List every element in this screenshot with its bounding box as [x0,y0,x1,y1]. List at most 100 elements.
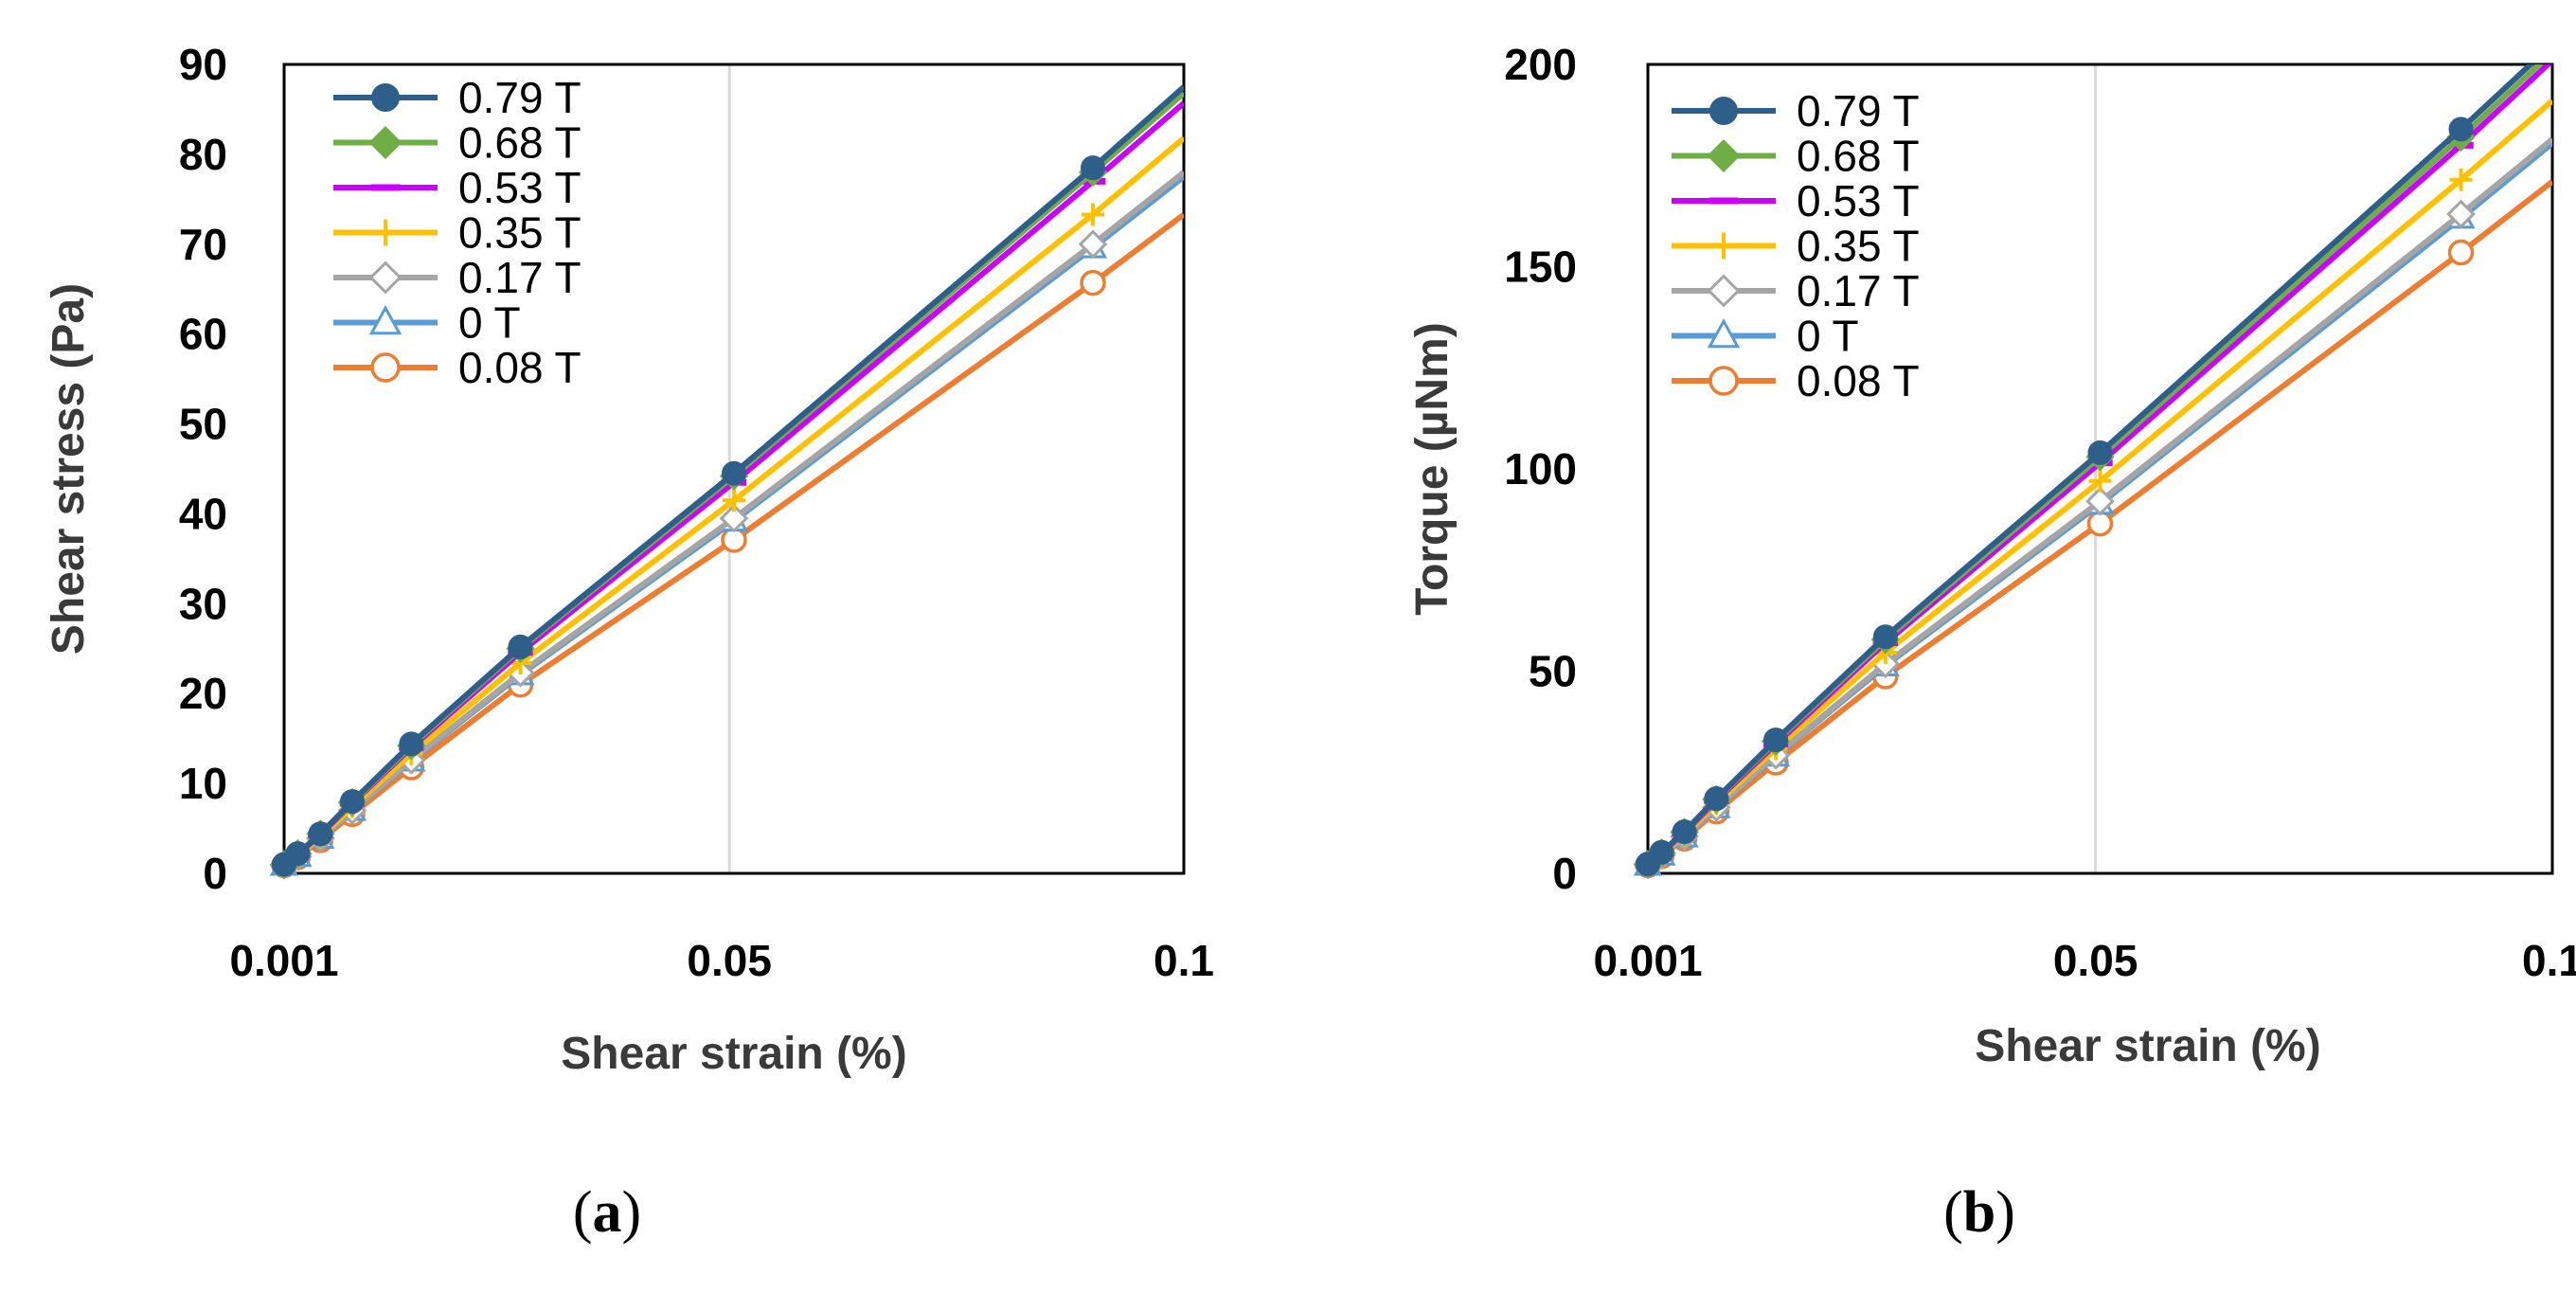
panel-caption-a: (a) [573,1180,641,1245]
data-point [1080,269,1106,296]
legend-marker [1708,366,1739,396]
data-point [285,841,311,867]
legend-label: 0.08 T [1797,356,1920,405]
legend-item: 0.17 T [333,253,581,302]
y-tick-label: 30 [179,579,227,628]
data-point [722,460,746,486]
data-point [723,489,745,512]
data-point [2446,199,2476,229]
legend-a: 0.79 T0.68 T0.53 T0.35 T0.17 T0 T0.08 T [333,73,581,392]
plot-frame-b [1646,63,2554,875]
data-point [1763,727,1789,753]
legend-marker [371,83,400,112]
legend-label: 0.79 T [458,73,581,122]
data-point [508,634,533,659]
legend-marker [370,352,401,383]
data-point [308,821,333,847]
x-tick-label: 0.1 [2522,936,2576,985]
data-point [1704,786,1729,812]
legend-item: 0.53 T [333,163,581,212]
legend-marker [368,260,402,295]
data-point [2087,440,2113,465]
data-point [1649,839,1674,865]
data-point [1672,819,1697,845]
x-tick-label: 0.05 [2053,936,2138,985]
legend-marker [368,125,402,160]
caption-open-a: ( [573,1180,593,1245]
y-tick-label: 150 [1504,242,1577,292]
legend-b: 0.79 T0.68 T0.53 T0.35 T0.17 T0 T0.08 T [1672,86,1920,405]
legend-item: 0 T [1672,312,1859,361]
legend-label: 0.79 T [1797,86,1920,135]
legend-item: 0.08 T [333,343,581,392]
y-tick-label: 80 [179,130,227,179]
y-tick-label: 100 [1504,444,1577,494]
y-tick-label: 50 [179,400,227,449]
legend-item: 0.17 T [1672,266,1920,315]
legend-item: 0.08 T [1672,356,1920,405]
x-axis-title-b: Shear strain (%) [1975,1021,2320,1071]
legend-item: 0.79 T [1672,86,1920,135]
legend-item: 0.35 T [333,208,581,258]
legend-label: 0.35 T [458,208,581,258]
legend-marker [1709,97,1738,125]
legend-label: 0 T [458,298,521,348]
plot-frame-a [282,63,1186,875]
data-point [399,731,424,757]
x-tick-label: 0.1 [1154,936,1214,985]
panel-caption-b: (b) [1943,1180,2015,1245]
y-axis-title-a: Shear stress (Pa) [44,283,94,655]
x-tick-labels-b: 0.001 0.05 0.1 [1593,936,2576,985]
y-tick-label: 40 [179,489,227,538]
y-tick-label: 50 [1529,647,1577,696]
x-tick-label: 0.05 [687,936,772,985]
data-point [1082,203,1105,226]
data-point [719,503,749,533]
data-point [2447,239,2475,266]
y-tick-label: 20 [179,669,227,718]
legend-label: 0.53 T [458,163,581,212]
legend-marker [1707,138,1741,173]
legend-label: 0.68 T [1797,132,1920,181]
data-point [1872,624,1898,650]
data-point [1078,229,1108,260]
series-group-a [269,84,1184,880]
caption-open-b: ( [1943,1180,1963,1245]
series-0p79T-b [1636,64,2535,877]
legend-marker [1707,317,1741,349]
series-0p79T-a [272,84,1184,877]
legend-item: 0.53 T [1672,176,1920,225]
data-point [339,789,365,815]
legend-label: 0.68 T [458,118,581,168]
legend-marker [372,219,399,246]
legend-marker [368,304,402,335]
legend-label: 0.08 T [458,343,581,392]
legend-label: 0 T [1797,312,1859,361]
data-point [2449,168,2473,191]
y-tick-labels-b: 0 50 100 150 200 [1504,40,1577,898]
y-tick-label: 70 [179,220,227,269]
data-point [2448,117,2474,142]
legend-marker [1710,232,1737,260]
legend-item: 0.79 T [333,73,581,122]
data-point [1081,155,1106,181]
y-axis-title-b: Torque (µNm) [1407,322,1458,615]
y-tick-label: 200 [1504,40,1577,89]
y-tick-labels-a: 0 10 20 30 40 50 60 70 80 90 [179,40,227,898]
legend-item: 0.68 T [333,118,581,168]
y-tick-label: 0 [203,849,227,898]
legend-label: 0.35 T [1797,222,1920,271]
x-tick-label: 0.001 [1593,936,1702,985]
legend-label: 0.17 T [458,253,581,302]
legend-item: 0.35 T [1672,222,1920,271]
x-axis-title-a: Shear strain (%) [561,1029,906,1079]
caption-letter-b: b [1963,1180,1995,1245]
legend-label: 0.17 T [1797,266,1920,315]
data-point [2085,486,2115,516]
legend-item: 0.68 T [1672,132,1920,181]
y-tick-label: 90 [179,40,227,89]
legend-label: 0.53 T [1797,176,1920,225]
